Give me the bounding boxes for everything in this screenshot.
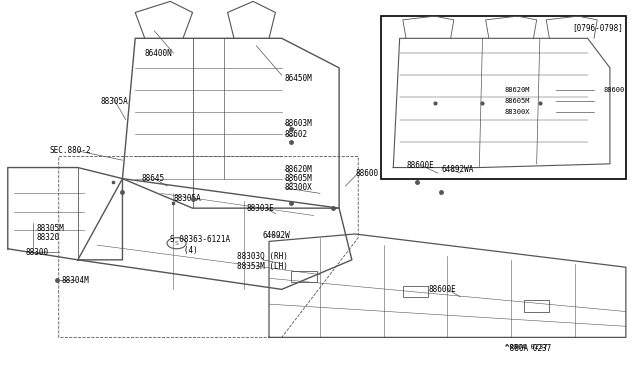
Text: 86400N: 86400N (145, 49, 173, 58)
Text: 88602: 88602 (285, 130, 308, 139)
Text: 88600E: 88600E (428, 285, 456, 294)
Text: 88303Q (RH)
88353M (LH): 88303Q (RH) 88353M (LH) (237, 252, 288, 272)
Text: 88300: 88300 (26, 248, 49, 257)
Text: [0796-0798]: [0796-0798] (572, 23, 623, 32)
Text: 88304M: 88304M (62, 276, 90, 285)
Text: 88305A: 88305A (173, 195, 201, 203)
Bar (403, 286, 428, 297)
Text: ^880A 0237: ^880A 0237 (505, 344, 551, 353)
Text: S: S (175, 241, 179, 246)
Text: SEC.880-2: SEC.880-2 (49, 147, 91, 155)
Text: S 08363-6121A
   (4): S 08363-6121A (4) (170, 235, 230, 255)
Text: 88600: 88600 (604, 87, 625, 93)
Text: 88300X: 88300X (285, 183, 313, 192)
Text: 88605M: 88605M (505, 98, 531, 104)
Bar (524, 301, 549, 311)
Text: 88600E: 88600E (406, 161, 434, 170)
Text: 88303E: 88303E (246, 203, 275, 213)
Text: 88305A: 88305A (100, 97, 128, 106)
Text: 88603M: 88603M (285, 119, 313, 128)
Text: ^880A 0237: ^880A 0237 (505, 344, 547, 350)
Text: 88605M: 88605M (285, 174, 313, 183)
Text: 88300X: 88300X (505, 109, 531, 115)
Text: 86450M: 86450M (285, 74, 313, 83)
Text: 88305M: 88305M (36, 224, 64, 233)
Text: 88320: 88320 (36, 233, 60, 242)
Text: 88600: 88600 (355, 169, 378, 177)
Text: 88620M: 88620M (505, 87, 531, 93)
Text: 88620M: 88620M (285, 165, 313, 174)
Text: 88645: 88645 (141, 174, 164, 183)
Text: 64892W: 64892W (262, 231, 291, 240)
Bar (381, 16, 626, 179)
Text: 64892WA: 64892WA (441, 165, 474, 174)
Bar (291, 271, 317, 282)
